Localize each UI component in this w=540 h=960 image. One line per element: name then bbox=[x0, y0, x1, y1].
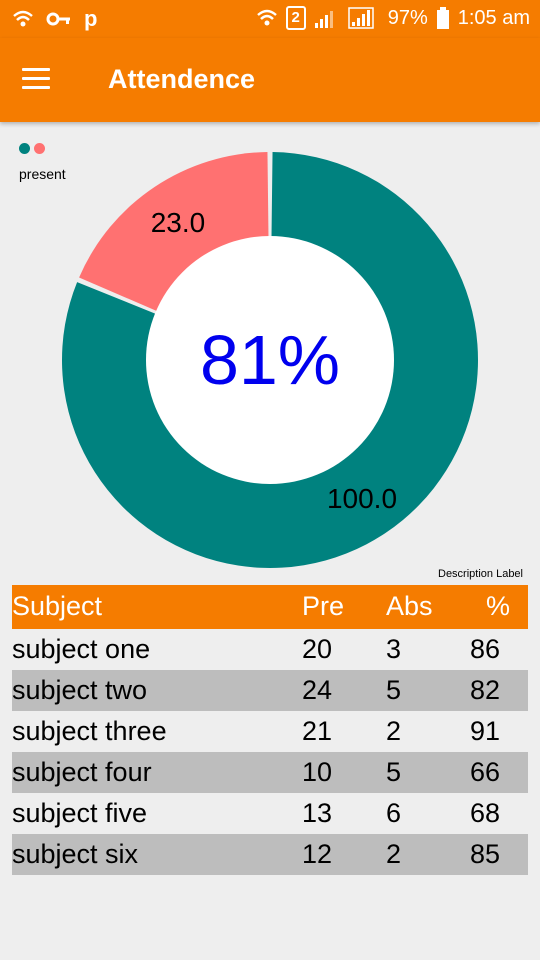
cell-percent: 86 bbox=[470, 634, 501, 664]
cell-pre: 10 bbox=[302, 757, 333, 787]
table-header: Subject Pre Abs % bbox=[12, 585, 528, 629]
page-title: Attendence bbox=[108, 64, 256, 94]
header-pre: Pre bbox=[302, 591, 345, 621]
cell-percent: 68 bbox=[470, 798, 501, 828]
cell-percent: 85 bbox=[470, 839, 501, 869]
table-row[interactable]: subject two 24 5 82 bbox=[12, 670, 528, 711]
table-row[interactable]: subject five 13 6 68 bbox=[12, 793, 528, 834]
cell-abs: 2 bbox=[386, 839, 402, 869]
battery-icon bbox=[436, 7, 449, 29]
cell-abs: 6 bbox=[386, 798, 402, 828]
description-label: Description Label bbox=[438, 568, 523, 580]
cell-percent: 66 bbox=[470, 757, 501, 787]
clock: 1:05 am bbox=[457, 6, 530, 29]
battery-percent: 97% bbox=[387, 6, 428, 29]
center-percentage: 81% bbox=[200, 321, 340, 399]
app-bar: Attendence bbox=[0, 38, 540, 122]
cell-pre: 24 bbox=[302, 675, 333, 705]
cell-pre: 21 bbox=[302, 716, 333, 746]
signal-strength-icon bbox=[314, 11, 333, 28]
cell-pre: 12 bbox=[302, 839, 333, 869]
status-bar: p 2 97% 1:05 am bbox=[0, 0, 540, 38]
vpn-key-icon bbox=[46, 12, 70, 26]
status-bar-right: 2 97% 1:05 am bbox=[256, 6, 530, 30]
cell-subject: subject one bbox=[12, 634, 151, 664]
cell-abs: 2 bbox=[386, 716, 402, 746]
signal-strength-icon-2 bbox=[347, 7, 374, 29]
cell-percent: 91 bbox=[470, 716, 501, 746]
cell-pre: 13 bbox=[302, 798, 333, 828]
cell-subject: subject five bbox=[12, 798, 148, 828]
status-bar-left: p bbox=[12, 6, 97, 32]
cell-subject: subject two bbox=[12, 675, 148, 705]
slice-labels: 100.0 23.0 bbox=[151, 207, 397, 514]
legend-dot-salmon bbox=[34, 143, 45, 154]
header-subject: Subject bbox=[12, 591, 103, 621]
attendance-donut-chart: 81% 100.0 23.0 bbox=[62, 152, 479, 569]
wifi-calling-icon bbox=[13, 10, 33, 27]
cell-abs: 5 bbox=[386, 757, 402, 787]
chart-legend: present bbox=[19, 143, 66, 182]
table-row[interactable]: subject three 21 2 91 bbox=[12, 711, 528, 752]
table-row[interactable]: subject four 10 5 66 bbox=[12, 752, 528, 793]
slice-value-label: 100.0 bbox=[327, 483, 397, 514]
cell-abs: 5 bbox=[386, 675, 402, 705]
hamburger-menu-icon[interactable] bbox=[22, 68, 50, 90]
table-row[interactable]: subject one 20 3 86 bbox=[12, 629, 528, 670]
cell-subject: subject four bbox=[12, 757, 152, 787]
donut-hole bbox=[146, 236, 394, 484]
cell-subject: subject three bbox=[12, 716, 167, 746]
cell-abs: 3 bbox=[386, 634, 402, 664]
legend-label: present bbox=[19, 166, 66, 182]
header-abs: Abs bbox=[386, 591, 433, 621]
sim-slot-badge: 2 bbox=[285, 6, 306, 30]
cell-pre: 20 bbox=[302, 634, 333, 664]
cell-percent: 82 bbox=[470, 675, 501, 705]
legend-dot-teal bbox=[19, 143, 30, 154]
app-notification-badge: p bbox=[84, 6, 98, 31]
slice-value-label: 23.0 bbox=[151, 207, 206, 238]
cell-subject: subject six bbox=[12, 839, 139, 869]
wifi-icon bbox=[256, 9, 277, 26]
table-row[interactable]: subject six 12 2 85 bbox=[12, 834, 528, 875]
header-percent: % bbox=[486, 591, 511, 621]
attendance-table: Subject Pre Abs % subject one 20 3 86 su… bbox=[12, 585, 528, 875]
